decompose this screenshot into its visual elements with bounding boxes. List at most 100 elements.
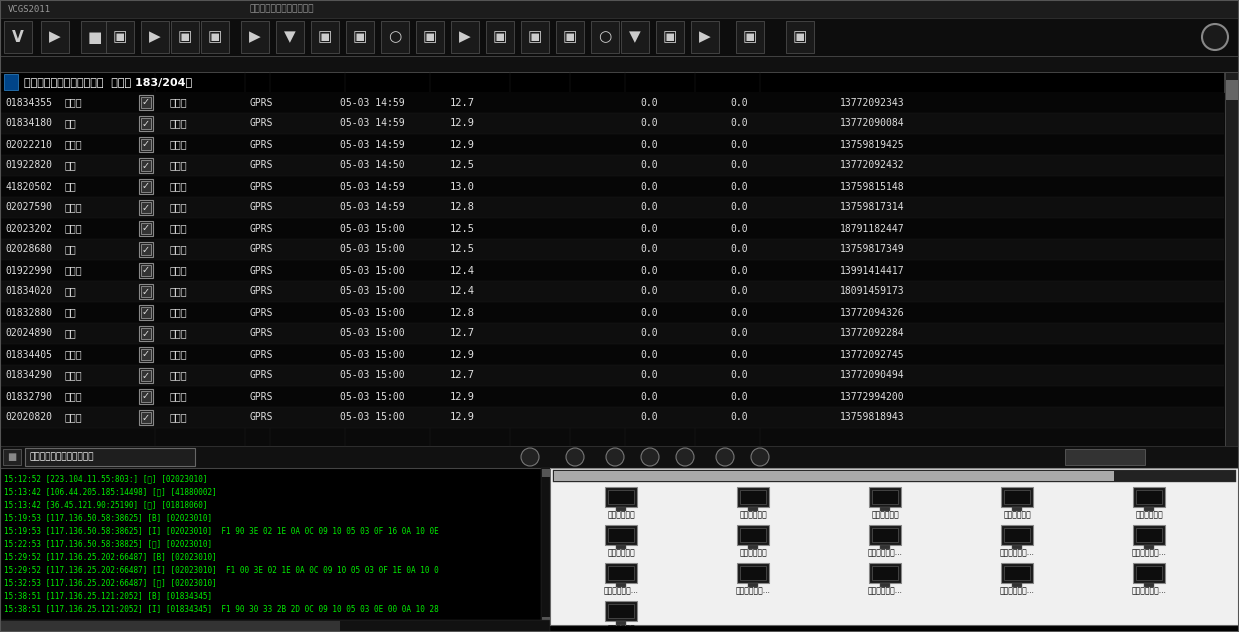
Text: 响泉: 响泉: [64, 245, 77, 255]
Text: 0.0: 0.0: [641, 181, 658, 191]
Text: 0.0: 0.0: [730, 391, 747, 401]
Circle shape: [676, 448, 694, 466]
Bar: [141, 21, 169, 53]
Bar: [541, 469, 550, 477]
Text: 雨量站: 雨量站: [170, 140, 187, 150]
Text: 01834290: 01834290: [5, 370, 52, 380]
Text: ✓: ✓: [142, 413, 150, 423]
Bar: [1001, 563, 1033, 583]
Bar: [346, 21, 374, 53]
Bar: [872, 490, 898, 504]
Text: ■: ■: [7, 452, 16, 462]
Text: 15:29:52 [117.136.25.202:66487] [I] [02023010]  F1 00 3E 02 1E 0A 0C 09 10 05 03: 15:29:52 [117.136.25.202:66487] [I] [020…: [4, 566, 439, 574]
Text: 13.0: 13.0: [450, 181, 475, 191]
Text: 13772092343: 13772092343: [840, 97, 904, 107]
Bar: [141, 391, 151, 402]
Text: 中小河流水文...: 中小河流水文...: [1000, 586, 1035, 595]
Bar: [139, 95, 152, 110]
Bar: [139, 305, 152, 320]
Bar: [737, 563, 769, 583]
Bar: [0, 260, 1224, 281]
Bar: [141, 181, 151, 192]
Text: ✓: ✓: [142, 97, 150, 107]
Text: 15:19:53 [117.136.50.58:38625] [I] [02023010]  F1 90 3E 02 1E 0A 0C 09 10 05 03 : 15:19:53 [117.136.50.58:38625] [I] [0202…: [4, 526, 439, 535]
Text: 0.0: 0.0: [641, 329, 658, 339]
Text: 雨量站: 雨量站: [170, 202, 187, 212]
Text: 05-03 15:00: 05-03 15:00: [339, 391, 405, 401]
Text: 12.9: 12.9: [450, 140, 475, 150]
Text: 15:12:52 [223.104.11.55:803:] [正] [02023010]: 15:12:52 [223.104.11.55:803:] [正] [02023…: [4, 475, 207, 483]
Bar: [4, 21, 32, 53]
Text: 15:13:42 [36.45.121.90:25190] [客] [01818060]: 15:13:42 [36.45.121.90:25190] [客] [01818…: [4, 501, 207, 509]
Bar: [748, 545, 758, 549]
Bar: [25, 448, 195, 466]
Text: 05-03 14:59: 05-03 14:59: [339, 181, 405, 191]
Bar: [139, 179, 152, 194]
Text: 12.4: 12.4: [450, 286, 475, 296]
Text: 北城子: 北城子: [64, 140, 83, 150]
Bar: [786, 21, 814, 53]
Bar: [737, 525, 769, 545]
Bar: [451, 21, 479, 53]
Text: ■: ■: [88, 30, 102, 44]
Text: ▣: ▣: [178, 30, 192, 44]
Bar: [0, 323, 1224, 344]
Text: 中小河流水文监测（联系）: 中小河流水文监测（联系）: [30, 453, 94, 461]
Bar: [242, 21, 269, 53]
Text: 0.0: 0.0: [641, 224, 658, 233]
Bar: [139, 200, 152, 215]
Bar: [41, 21, 69, 53]
Bar: [608, 604, 634, 618]
Bar: [1132, 487, 1165, 507]
Text: 0.0: 0.0: [641, 286, 658, 296]
Text: 12.9: 12.9: [450, 349, 475, 360]
Text: 雨量站: 雨量站: [170, 119, 187, 128]
Bar: [1144, 545, 1154, 549]
Text: ✓: ✓: [142, 140, 150, 150]
Text: 02024890: 02024890: [5, 329, 52, 339]
Bar: [107, 21, 134, 53]
Text: 01832880: 01832880: [5, 308, 52, 317]
Text: 中不雨流水支监测（报信）  【正常 183/204】: 中不雨流水支监测（报信） 【正常 183/204】: [24, 77, 192, 87]
Text: ✓: ✓: [142, 119, 150, 128]
Text: 中小河流水文...: 中小河流水文...: [867, 549, 902, 557]
Bar: [0, 0, 1239, 18]
Text: ✓: ✓: [142, 286, 150, 296]
Bar: [0, 344, 1224, 365]
Bar: [0, 302, 1224, 323]
Text: 13772090084: 13772090084: [840, 119, 904, 128]
Text: 雨量站: 雨量站: [170, 265, 187, 276]
Text: ▼: ▼: [284, 30, 296, 44]
Bar: [737, 487, 769, 507]
Bar: [0, 155, 1224, 176]
Bar: [550, 468, 1239, 625]
Text: 13759815148: 13759815148: [840, 181, 904, 191]
Text: 雨量站: 雨量站: [170, 413, 187, 423]
Text: 大家拿水服务: 大家拿水服务: [607, 624, 634, 632]
Text: 12.7: 12.7: [450, 97, 475, 107]
Text: 05-03 14:59: 05-03 14:59: [339, 119, 405, 128]
Text: 中小河流水文...: 中小河流水文...: [603, 586, 638, 595]
Text: 文化坪: 文化坪: [64, 202, 83, 212]
Bar: [139, 242, 152, 257]
Bar: [740, 490, 766, 504]
Text: 西口: 西口: [64, 308, 77, 317]
Bar: [1144, 507, 1154, 511]
Text: 0.0: 0.0: [730, 224, 747, 233]
Bar: [553, 470, 1237, 482]
Text: 0.0: 0.0: [641, 308, 658, 317]
Bar: [655, 21, 684, 53]
Text: GPRS: GPRS: [250, 161, 274, 171]
Bar: [141, 139, 151, 150]
Text: ▣: ▣: [422, 30, 437, 44]
Text: 洪水暴发区（...: 洪水暴发区（...: [1131, 549, 1166, 557]
Bar: [0, 92, 1224, 113]
Bar: [1004, 490, 1030, 504]
Text: 01834180: 01834180: [5, 119, 52, 128]
Text: ✓: ✓: [142, 349, 150, 360]
Text: 雨量站: 雨量站: [170, 224, 187, 233]
Bar: [141, 328, 151, 339]
Bar: [880, 507, 890, 511]
Text: 0.0: 0.0: [641, 349, 658, 360]
Circle shape: [751, 448, 769, 466]
